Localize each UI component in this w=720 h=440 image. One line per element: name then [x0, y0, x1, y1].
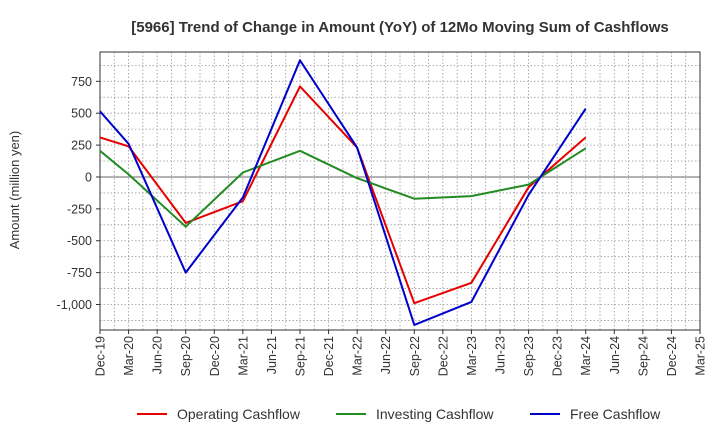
x-tick-label: Jun-23: [494, 336, 508, 374]
x-tick-label: Dec-21: [322, 336, 336, 376]
y-tick-label: 500: [71, 107, 92, 121]
x-tick-label: Mar-21: [236, 336, 250, 376]
x-tick-label: Mar-22: [351, 336, 365, 376]
y-tick-label: 0: [85, 170, 92, 184]
x-tick-label: Jun-22: [379, 336, 393, 374]
y-tick-label: -1,000: [57, 298, 92, 312]
x-tick-label: Dec-23: [551, 336, 565, 376]
x-tick-label: Jun-20: [151, 336, 165, 374]
x-tick-label: Mar-24: [579, 336, 593, 376]
plot-border: [99, 51, 701, 331]
chart-title: [5966] Trend of Change in Amount (YoY) o…: [131, 19, 669, 36]
free-cashflow-legend-label: Free Cashflow: [570, 406, 661, 422]
x-tick-label: Jun-21: [265, 336, 279, 374]
y-axis-label: Amount (million yen): [7, 131, 22, 250]
x-tick-label: Dec-22: [436, 336, 450, 376]
x-tick-label: Sep-20: [179, 336, 193, 376]
x-tick-label: Dec-20: [208, 336, 222, 376]
x-tick-label: Dec-19: [94, 336, 108, 376]
legend: Operating Cashflow Investing Cashflow Free…: [137, 406, 661, 422]
x-tick-label: Sep-23: [522, 336, 536, 376]
y-tick-label: 250: [71, 139, 92, 153]
y-tick-label: 750: [71, 75, 92, 89]
x-tick-label: Sep-21: [294, 336, 308, 376]
free-cashflow-line: [99, 59, 587, 326]
investing-cashflow-line: [99, 147, 587, 228]
x-tick-label: Mar-25: [694, 336, 708, 376]
investing-cashflow-legend-label: Investing Cashflow: [376, 406, 494, 422]
y-tick-label: -250: [67, 202, 92, 216]
x-tick-label: Dec-24: [665, 336, 679, 376]
x-tick-label: Sep-24: [636, 336, 650, 376]
operating-cashflow-line: [99, 85, 587, 305]
x-tick-label: Mar-20: [122, 336, 136, 376]
y-tick-label: -500: [67, 234, 92, 248]
y-tick-label: -750: [67, 266, 92, 280]
x-tick-label: Sep-22: [408, 336, 422, 376]
plot-area: -1,000 -750 -500 -250 0 250 500 750 Dec-19 Mar-20…: [57, 51, 708, 376]
operating-cashflow-legend-label: Operating Cashflow: [177, 406, 301, 422]
x-tick-label: Mar-23: [465, 336, 479, 376]
x-tick-label: Jun-24: [608, 336, 622, 374]
